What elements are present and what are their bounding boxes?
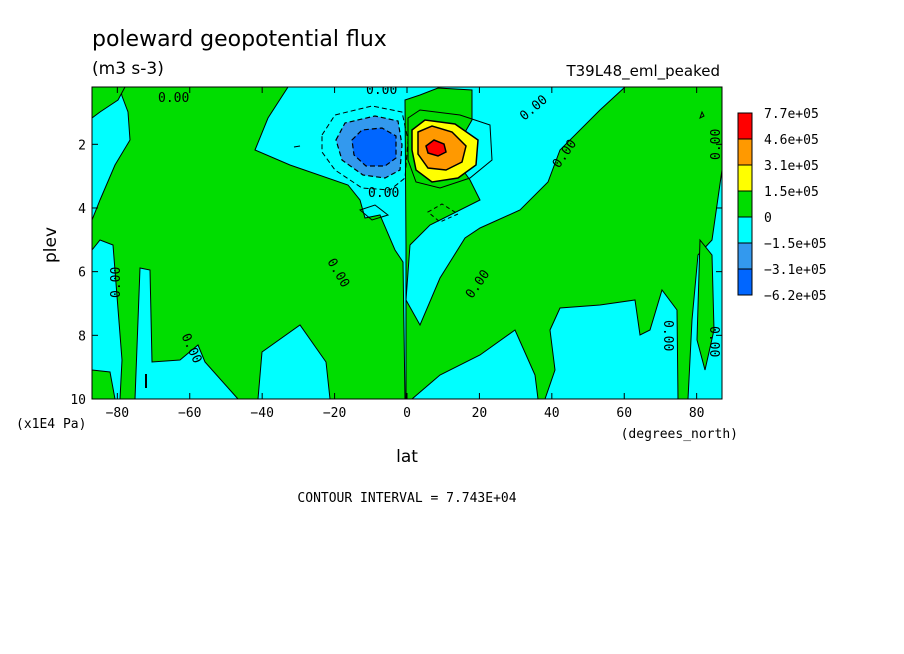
x-tick-label: 40 [544, 406, 560, 421]
colorbar-swatch [737, 242, 753, 270]
colorbar-swatch [737, 216, 753, 244]
thin-contours [293, 109, 705, 223]
contour-line [407, 109, 493, 189]
contour-line [699, 110, 705, 119]
positive-regions [92, 87, 722, 399]
y-tick-label: 4 [78, 202, 86, 217]
colorbar: 7.7e+05 4.6e+05 3.1e+05 1.5e+05 0 −1.5e+05 −3.… [737, 107, 827, 304]
colorbar-label: 1.5e+05 [764, 185, 819, 200]
negative-anomaly [321, 105, 409, 191]
y-tick-label: 6 [78, 266, 86, 281]
colorbar-label: 0 [764, 211, 772, 226]
green-region-central [92, 87, 406, 399]
colorbar-label: 3.1e+05 [764, 159, 819, 174]
colorbar-swatch [737, 268, 753, 296]
positive-anomaly [411, 119, 479, 183]
x-axis: −80 −60 −40 −20 0 20 40 60 80 [106, 87, 705, 421]
chart-units: (m3 s-3) [92, 59, 164, 79]
contour-tick [145, 374, 147, 388]
green-region-topleft [92, 87, 126, 119]
contour-interval: CONTOUR INTERVAL = 7.743E+04 [297, 491, 516, 506]
plot-area: 0.00 0.00 0.00 0.00 0.00 0.00 0.00 0.00 … [92, 83, 724, 399]
x-tick-label: −60 [178, 406, 201, 421]
x-tick-label: −80 [106, 406, 129, 421]
contour-label: 0.00 [158, 91, 189, 106]
contour-label: 0.00 [368, 186, 399, 201]
colorbar-swatch [737, 190, 753, 218]
x-tick-label: 60 [616, 406, 632, 421]
green-region-pole-s [92, 369, 116, 399]
x-tick-label: 20 [472, 406, 488, 421]
contour-line [293, 145, 301, 148]
experiment-label: T39L48_eml_peaked [565, 62, 720, 81]
colorbar-swatch [737, 112, 753, 140]
colorbar-label: −1.5e+05 [764, 237, 827, 252]
y-axis: 2 4 6 8 10 [70, 138, 722, 408]
x-axis-unit: (degrees_north) [621, 427, 738, 442]
green-region-far-nh [696, 238, 715, 371]
y-tick-label: 10 [70, 393, 86, 408]
y-tick-label: 8 [78, 329, 86, 344]
x-tick-label: −40 [250, 406, 273, 421]
x-tick-label: −20 [323, 406, 346, 421]
y-axis-unit: (x1E4 Pa) [16, 417, 86, 432]
contour-label: 0.00 [109, 267, 124, 298]
x-tick-label: 0 [403, 406, 411, 421]
contour-label: 0.00 [660, 320, 675, 351]
colorbar-label: −3.1e+05 [764, 263, 827, 278]
x-tick-label: 80 [689, 406, 705, 421]
colorbar-label: 7.7e+05 [764, 107, 819, 122]
x-axis-label: lat [396, 447, 418, 467]
contour-line [358, 204, 390, 221]
colorbar-swatch [737, 164, 753, 192]
red-shade [425, 139, 447, 157]
y-tick-label: 2 [78, 138, 86, 153]
blue-shade-inner [351, 127, 397, 167]
colorbar-label: −6.2e+05 [764, 289, 827, 304]
contour-label: 0.00 [366, 83, 397, 98]
contour-line [427, 203, 460, 223]
chart-title: poleward geopotential flux [92, 27, 387, 52]
contour-label: 0.00 [709, 129, 724, 160]
colorbar-swatch [737, 138, 753, 166]
colorbar-label: 4.6e+05 [764, 133, 819, 148]
contour-line [321, 105, 409, 191]
y-axis-label: plev [41, 227, 61, 263]
contour-label: 0.00 [706, 326, 721, 357]
